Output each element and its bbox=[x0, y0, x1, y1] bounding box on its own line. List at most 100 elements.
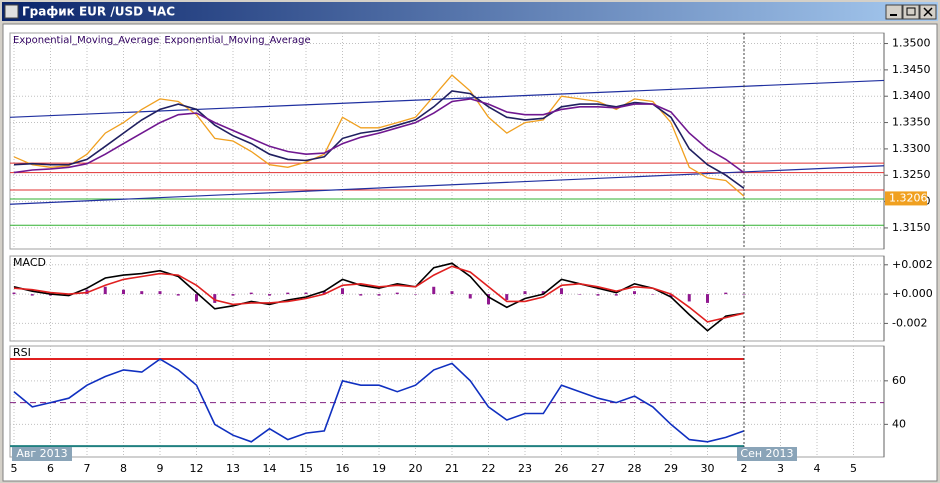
histogram-bar bbox=[395, 292, 399, 295]
y-tick-label: +0.002 bbox=[892, 258, 933, 271]
histogram-bar bbox=[633, 291, 636, 295]
window-title: График EUR /USD ЧАС bbox=[22, 5, 175, 19]
y-tick-label: 40 bbox=[892, 417, 906, 430]
histogram-bar bbox=[176, 294, 180, 296]
histogram-bar bbox=[30, 294, 34, 296]
histogram-bar bbox=[249, 292, 253, 295]
x-tick-label: 12 bbox=[190, 462, 204, 475]
x-tick-label: 14 bbox=[263, 462, 277, 475]
x-tick-label: 4 bbox=[814, 462, 821, 475]
histogram-bar bbox=[706, 294, 709, 303]
x-tick-label: 26 bbox=[555, 462, 569, 475]
histogram-bar bbox=[468, 294, 472, 299]
histogram-bar bbox=[596, 294, 600, 296]
restore-icon bbox=[906, 7, 916, 16]
x-tick-label: 8 bbox=[120, 462, 127, 475]
series-line bbox=[13, 90, 745, 190]
histogram-bar bbox=[487, 294, 490, 305]
x-tick-label: 6 bbox=[47, 462, 54, 475]
histogram-bar bbox=[140, 291, 144, 295]
histogram-bar bbox=[450, 291, 454, 295]
x-tick-label: 27 bbox=[591, 462, 605, 475]
series-line bbox=[13, 98, 745, 174]
x-tick-label: 22 bbox=[482, 462, 496, 475]
panel bbox=[9, 255, 885, 342]
price-label-box bbox=[885, 191, 927, 206]
histogram-bar bbox=[560, 288, 563, 295]
month-label-box bbox=[737, 447, 797, 461]
title-bar bbox=[2, 2, 938, 21]
histogram-bar bbox=[286, 292, 290, 295]
panel-title: MACD bbox=[13, 256, 46, 269]
y-tick-label: 1.3500 bbox=[892, 37, 931, 50]
month-label-box bbox=[12, 447, 72, 461]
histogram-bar bbox=[122, 289, 125, 295]
histogram-bar bbox=[724, 292, 728, 295]
histogram-bar bbox=[432, 286, 436, 295]
histogram-bar bbox=[304, 292, 308, 295]
series-line bbox=[13, 265, 745, 323]
histogram-bar bbox=[341, 288, 344, 295]
legend-entry: Exponential_Moving_Average bbox=[164, 35, 310, 46]
x-tick-label: 28 bbox=[628, 462, 642, 475]
panel bbox=[9, 32, 885, 250]
x-tick-label: 3 bbox=[777, 462, 784, 475]
window-icon bbox=[4, 4, 19, 19]
y-tick-label: -0.002 bbox=[892, 316, 927, 329]
y-tick-label: +0.000 bbox=[892, 287, 933, 300]
month-label: Сен 2013 bbox=[740, 447, 793, 460]
x-tick-label: 5 bbox=[850, 462, 857, 475]
trend-line bbox=[9, 165, 885, 205]
x-tick-label: 15 bbox=[299, 462, 313, 475]
x-tick-label: 30 bbox=[701, 462, 715, 475]
histogram-bar bbox=[505, 294, 509, 300]
histogram-bar bbox=[377, 294, 381, 296]
histogram-bar bbox=[687, 294, 691, 302]
histogram-bar bbox=[742, 294, 746, 295]
histogram-bar bbox=[268, 294, 271, 296]
window-controls[interactable] bbox=[885, 4, 937, 20]
x-tick-label: 23 bbox=[518, 462, 532, 475]
x-tick-label: 19 bbox=[372, 462, 386, 475]
panel-title: RSI bbox=[13, 346, 31, 359]
histogram-bar bbox=[213, 294, 217, 303]
x-tick-label: 21 bbox=[445, 462, 459, 475]
histogram-bar bbox=[414, 294, 417, 295]
y-tick-label: 1.3150 bbox=[892, 221, 931, 234]
y-tick-label: 60 bbox=[892, 374, 906, 387]
histogram-bar bbox=[578, 294, 582, 295]
month-label: Авг 2013 bbox=[16, 447, 67, 460]
histogram-bar bbox=[231, 294, 235, 296]
x-tick-label: 16 bbox=[336, 462, 350, 475]
x-tick-label: 20 bbox=[409, 462, 423, 475]
histogram-bar bbox=[195, 294, 198, 302]
histogram-bar bbox=[359, 294, 363, 296]
x-tick-label: 5 bbox=[11, 462, 18, 475]
y-tick-label: 1.3400 bbox=[892, 89, 931, 102]
y-tick-label: 1.3300 bbox=[892, 142, 931, 155]
histogram-bar bbox=[523, 291, 527, 295]
x-tick-label: 2 bbox=[741, 462, 748, 475]
histogram-bar bbox=[541, 291, 545, 295]
histogram-bar bbox=[651, 294, 655, 295]
histogram-bar bbox=[103, 286, 107, 295]
legend-entry: Exponential_Moving_Average bbox=[13, 35, 159, 46]
y-tick-label: 1.3350 bbox=[892, 116, 931, 129]
histogram-bar bbox=[12, 292, 16, 295]
histogram-bar bbox=[669, 294, 673, 298]
close-icon bbox=[923, 7, 933, 17]
y-tick-label: 1.3250 bbox=[892, 168, 931, 181]
y-tick-label: 1.3450 bbox=[892, 63, 931, 76]
histogram-bar bbox=[614, 294, 618, 296]
minimize-button[interactable] bbox=[885, 4, 903, 20]
x-tick-label: 29 bbox=[664, 462, 678, 475]
panel bbox=[9, 345, 885, 458]
histogram-bar bbox=[322, 291, 326, 295]
histogram-bar bbox=[158, 291, 162, 295]
series-line bbox=[13, 358, 745, 443]
restore-button[interactable] bbox=[902, 4, 920, 20]
x-tick-label: 7 bbox=[84, 462, 91, 475]
x-tick-label: 9 bbox=[157, 462, 164, 475]
price-label: 1.3206 bbox=[889, 191, 928, 204]
